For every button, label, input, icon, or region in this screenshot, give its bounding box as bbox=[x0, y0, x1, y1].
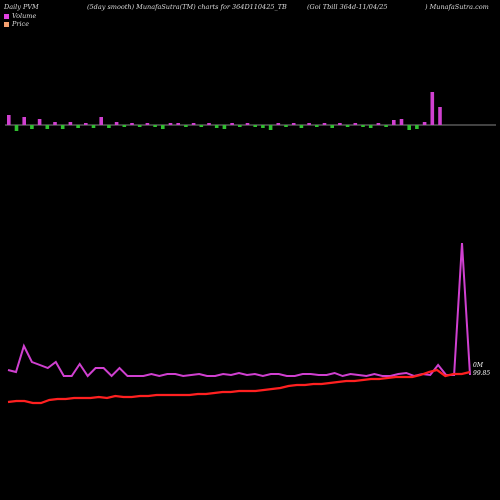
header-title: (5day smooth) MunafaSutra(TM) charts for… bbox=[87, 3, 287, 11]
legend-label-price: Price bbox=[12, 20, 30, 28]
volume-bar bbox=[207, 123, 211, 125]
volume-bar bbox=[214, 125, 219, 128]
header-site: ) MunafaSutra.com bbox=[425, 3, 489, 11]
volume-bar bbox=[345, 125, 350, 127]
volume-line bbox=[7, 242, 471, 378]
volume-bar bbox=[330, 125, 334, 128]
volume-bar bbox=[376, 123, 381, 125]
volume-bar bbox=[91, 125, 96, 128]
volume-bar bbox=[415, 125, 419, 129]
volume-bar bbox=[238, 125, 242, 127]
volume-bar bbox=[384, 125, 388, 127]
volume-bar bbox=[353, 123, 358, 125]
volume-bar bbox=[338, 123, 342, 125]
legend-label-volume: Volume bbox=[12, 12, 37, 20]
volume-bar bbox=[122, 125, 127, 127]
legend-swatch-volume bbox=[4, 13, 9, 19]
volume-bar bbox=[268, 125, 273, 130]
volume-bar bbox=[68, 122, 73, 125]
volume-bar bbox=[438, 107, 442, 125]
volume-bar bbox=[168, 123, 173, 125]
volume-bar bbox=[368, 125, 373, 128]
volume-bar bbox=[184, 125, 188, 127]
annotation-volume: 0M bbox=[473, 362, 483, 369]
volume-bar bbox=[45, 125, 50, 129]
volume-bar bbox=[130, 123, 134, 125]
volume-bar bbox=[276, 123, 281, 125]
volume-bar bbox=[322, 123, 327, 125]
volume-bar bbox=[76, 125, 80, 128]
volume-bar bbox=[291, 123, 296, 125]
volume-bar bbox=[253, 125, 257, 127]
legend-item-volume: Volume bbox=[4, 12, 36, 20]
volume-bar bbox=[153, 125, 157, 127]
volume-bar bbox=[430, 92, 435, 125]
volume-bar bbox=[145, 123, 150, 125]
volume-bar bbox=[261, 125, 265, 128]
volume-bar bbox=[361, 125, 365, 127]
volume-bar bbox=[422, 122, 427, 125]
legend-swatch-price bbox=[4, 21, 9, 27]
volume-bar bbox=[107, 125, 111, 128]
volume-bar bbox=[14, 125, 19, 131]
volume-bar bbox=[199, 125, 204, 127]
volume-bar bbox=[284, 125, 288, 127]
legend-item-price: Price bbox=[4, 20, 36, 28]
volume-bar bbox=[299, 125, 304, 128]
volume-bar bbox=[392, 120, 396, 125]
volume-bar bbox=[399, 119, 404, 125]
volume-bar bbox=[307, 123, 311, 125]
price-line bbox=[7, 368, 471, 405]
last-value-annotation: 0M 99.85 bbox=[473, 362, 490, 378]
volume-bar bbox=[176, 123, 180, 125]
volume-bar bbox=[245, 123, 250, 125]
volume-bar bbox=[230, 123, 234, 125]
volume-bar bbox=[407, 125, 411, 130]
volume-bar bbox=[99, 117, 103, 125]
header-left: Daily PVM bbox=[4, 3, 39, 11]
volume-bar bbox=[222, 125, 227, 129]
volume-bar bbox=[22, 117, 26, 125]
header-instrument: (Goi Tbill 364d-11/04/25 bbox=[307, 3, 388, 11]
volume-bars bbox=[7, 92, 442, 131]
volume-bar bbox=[114, 122, 119, 125]
legend: Volume Price bbox=[4, 12, 36, 28]
volume-bar bbox=[37, 119, 42, 125]
volume-bar bbox=[191, 123, 196, 125]
annotation-price: 99.85 bbox=[473, 370, 491, 377]
volume-bar bbox=[60, 125, 65, 129]
volume-bar bbox=[7, 115, 11, 125]
volume-bar bbox=[30, 125, 34, 129]
volume-bar bbox=[315, 125, 319, 127]
volume-bar bbox=[53, 122, 57, 125]
volume-bar bbox=[137, 125, 142, 127]
volume-bar bbox=[161, 125, 165, 129]
volume-bar bbox=[84, 123, 88, 125]
